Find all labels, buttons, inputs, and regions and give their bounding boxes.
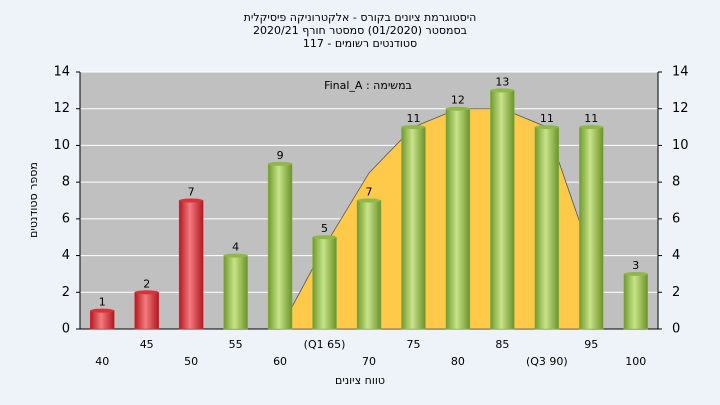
bar-cap xyxy=(268,161,293,166)
y2-tick-label: 10 xyxy=(672,138,689,153)
value-label: 9 xyxy=(277,149,284,162)
y2-tick-label: 8 xyxy=(672,175,680,190)
y-tick-label: 10 xyxy=(53,138,70,153)
bar-cap xyxy=(401,125,426,130)
x-tick-label: 50 xyxy=(184,355,198,368)
y2-tick-label: 0 xyxy=(672,322,680,337)
y-tick-label: 8 xyxy=(62,175,70,190)
value-label: 13 xyxy=(495,75,509,88)
x-axis-label: טווח ציונים xyxy=(335,374,385,387)
bar-cap xyxy=(357,198,381,203)
x-tick-label: 85 xyxy=(495,338,509,351)
bar xyxy=(490,90,515,330)
bar-cap xyxy=(579,125,604,130)
bar-cap xyxy=(534,125,559,130)
bar xyxy=(89,310,115,330)
y-tick-label: 4 xyxy=(62,248,70,263)
y2-tick-label: 2 xyxy=(672,285,680,300)
x-tick-label: 100 xyxy=(625,355,646,368)
bar xyxy=(401,126,426,330)
y-tick-label: 6 xyxy=(62,211,70,226)
bar-cap xyxy=(90,308,115,313)
y-tick-label: 0 xyxy=(62,322,70,337)
bar xyxy=(579,126,604,330)
y2-tick-label: 4 xyxy=(672,248,680,263)
value-label: 3 xyxy=(632,259,639,272)
x-tick-label: 45 xyxy=(140,338,154,351)
y-axis-label: מספר סטודנטים xyxy=(27,162,40,238)
bar-cap xyxy=(312,235,337,240)
bar-cap xyxy=(490,88,515,93)
annotation: Final_A : במשימה xyxy=(324,79,412,92)
title-line: בסמסטר (01/2020) סמסטר חורף 2020/21 xyxy=(253,24,467,37)
bar xyxy=(356,200,382,330)
bar xyxy=(623,273,649,330)
value-label: 11 xyxy=(540,112,554,125)
title-line: היסטוגרמת ציונים בקורס - אלקטרוניקה פיסי… xyxy=(244,11,477,24)
bar xyxy=(312,236,337,330)
value-label: 12 xyxy=(451,94,465,107)
x-tick-label: (Q3 90) xyxy=(526,355,568,368)
x-tick-label: 70 xyxy=(362,355,376,368)
value-label: 4 xyxy=(232,241,239,254)
x-tick-label: (Q1 65) xyxy=(304,338,346,351)
y2-tick-label: 12 xyxy=(672,101,689,116)
value-label: 5 xyxy=(321,222,328,235)
x-tick-label: 95 xyxy=(584,338,598,351)
value-label: 2 xyxy=(143,277,150,290)
bar xyxy=(267,163,293,330)
x-tick-label: 75 xyxy=(406,338,420,351)
value-label: 7 xyxy=(188,186,195,199)
x-tick-label: 80 xyxy=(451,355,465,368)
bar-cap xyxy=(179,198,204,203)
value-label: 11 xyxy=(406,112,420,125)
bar xyxy=(223,255,248,330)
y-tick-label: 14 xyxy=(53,65,70,80)
value-label: 1 xyxy=(99,296,106,309)
bar-cap xyxy=(134,290,159,295)
bar xyxy=(445,108,471,330)
bar xyxy=(134,292,159,330)
x-tick-label: 60 xyxy=(273,355,287,368)
bar-cap xyxy=(223,253,248,258)
title-line: סטודנטים רשומים - 117 xyxy=(303,37,417,50)
y2-tick-label: 6 xyxy=(672,211,680,226)
bar xyxy=(178,200,204,330)
y-tick-label: 2 xyxy=(62,285,70,300)
bar-cap xyxy=(445,106,470,111)
x-tick-label: 55 xyxy=(229,338,243,351)
bar-cap xyxy=(623,271,648,276)
bar xyxy=(534,126,560,330)
value-label: 7 xyxy=(366,186,373,199)
value-label: 11 xyxy=(584,112,598,125)
y2-tick-label: 14 xyxy=(672,65,689,80)
y-tick-label: 12 xyxy=(53,101,70,116)
x-tick-label: 40 xyxy=(95,355,109,368)
